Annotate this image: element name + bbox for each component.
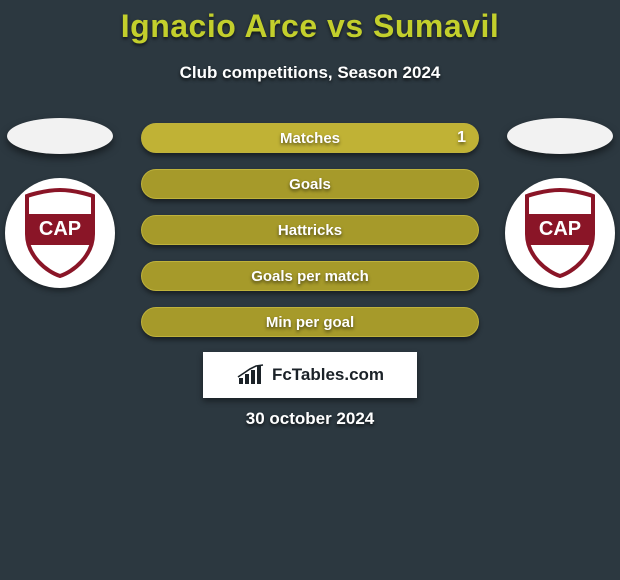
stat-row-min-per-goal: Min per goal [141, 307, 479, 337]
player-photo-right [507, 118, 613, 154]
stat-label: Goals [289, 176, 331, 193]
footer-date: 30 october 2024 [0, 409, 620, 429]
stat-row-goals-per-match: Goals per match [141, 261, 479, 291]
stat-row-hattricks: Hattricks [141, 215, 479, 245]
club-badge-text: CAP [539, 218, 581, 240]
club-shield-icon: CAP [521, 188, 599, 278]
page-subtitle: Club competitions, Season 2024 [0, 63, 620, 83]
branding-box: FcTables.com [203, 352, 417, 398]
player-photo-left [7, 118, 113, 154]
player-column-left: CAP [0, 118, 120, 288]
stat-label: Goals per match [251, 268, 369, 285]
branding-label: FcTables.com [272, 365, 384, 385]
club-badge-left: CAP [5, 178, 115, 288]
stat-label: Matches [280, 130, 340, 147]
stats-container: Matches 1 Goals Hattricks Goals per matc… [141, 123, 479, 337]
stat-label: Hattricks [278, 222, 342, 239]
page-title: Ignacio Arce vs Sumavil [0, 0, 620, 45]
stat-value-right: 1 [457, 129, 466, 147]
bar-chart-icon [236, 364, 268, 386]
club-shield-icon: CAP [21, 188, 99, 278]
club-badge-text: CAP [39, 218, 81, 240]
stat-row-goals: Goals [141, 169, 479, 199]
stat-row-matches: Matches 1 [141, 123, 479, 153]
player-column-right: CAP [500, 118, 620, 288]
stat-label: Min per goal [266, 314, 354, 331]
club-badge-right: CAP [505, 178, 615, 288]
